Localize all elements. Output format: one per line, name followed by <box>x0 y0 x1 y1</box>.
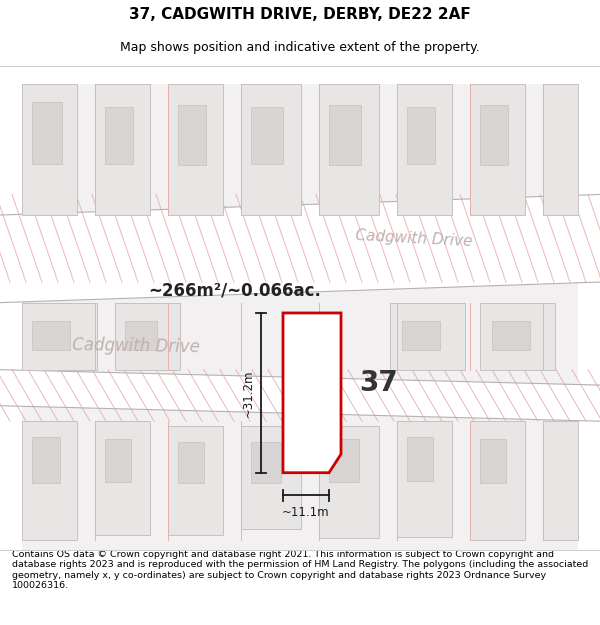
Bar <box>251 107 283 164</box>
Text: ~31.2m: ~31.2m <box>242 369 255 417</box>
Bar <box>22 421 77 540</box>
Bar <box>251 442 281 483</box>
Bar <box>178 442 204 483</box>
Bar <box>578 66 600 550</box>
Bar <box>480 105 508 164</box>
Bar <box>168 84 223 215</box>
Bar <box>0 66 600 84</box>
Bar <box>319 84 379 215</box>
Bar <box>402 321 440 350</box>
Text: Cadgwith Drive: Cadgwith Drive <box>355 228 473 249</box>
Bar <box>470 421 525 540</box>
Text: 37: 37 <box>359 369 398 396</box>
Bar <box>32 321 70 350</box>
Bar <box>480 302 555 369</box>
Bar <box>397 421 452 537</box>
Bar <box>0 66 22 550</box>
Bar <box>390 302 465 369</box>
Bar <box>241 84 301 215</box>
Bar <box>241 426 301 529</box>
Bar <box>329 439 359 482</box>
Bar <box>492 321 530 350</box>
Bar <box>95 421 150 534</box>
Bar <box>125 321 157 350</box>
Bar <box>543 84 578 215</box>
Bar <box>32 437 60 483</box>
Bar <box>32 102 62 164</box>
Bar <box>288 380 331 434</box>
Text: Map shows position and indicative extent of the property.: Map shows position and indicative extent… <box>120 41 480 54</box>
Bar <box>105 107 133 164</box>
Polygon shape <box>0 369 600 421</box>
Bar <box>115 302 180 369</box>
Text: ~266m²/~0.066ac.: ~266m²/~0.066ac. <box>148 281 321 299</box>
Text: Cadgwith Drive: Cadgwith Drive <box>72 336 200 356</box>
Bar <box>168 426 223 534</box>
Bar <box>329 105 361 164</box>
Bar <box>470 84 525 215</box>
Bar <box>407 437 433 481</box>
Text: Contains OS data © Crown copyright and database right 2021. This information is : Contains OS data © Crown copyright and d… <box>12 550 588 590</box>
Bar <box>397 84 452 215</box>
Bar <box>95 84 150 215</box>
Text: ~11.1m: ~11.1m <box>282 506 330 519</box>
Bar <box>480 439 506 483</box>
Text: 37, CADGWITH DRIVE, DERBY, DE22 2AF: 37, CADGWITH DRIVE, DERBY, DE22 2AF <box>129 7 471 22</box>
Bar <box>178 105 206 164</box>
Bar <box>22 84 77 215</box>
Bar <box>105 439 131 482</box>
Bar <box>407 107 435 164</box>
Bar <box>543 421 578 540</box>
Polygon shape <box>0 194 600 302</box>
Polygon shape <box>283 313 341 472</box>
Bar <box>22 302 97 369</box>
Bar <box>319 426 379 538</box>
